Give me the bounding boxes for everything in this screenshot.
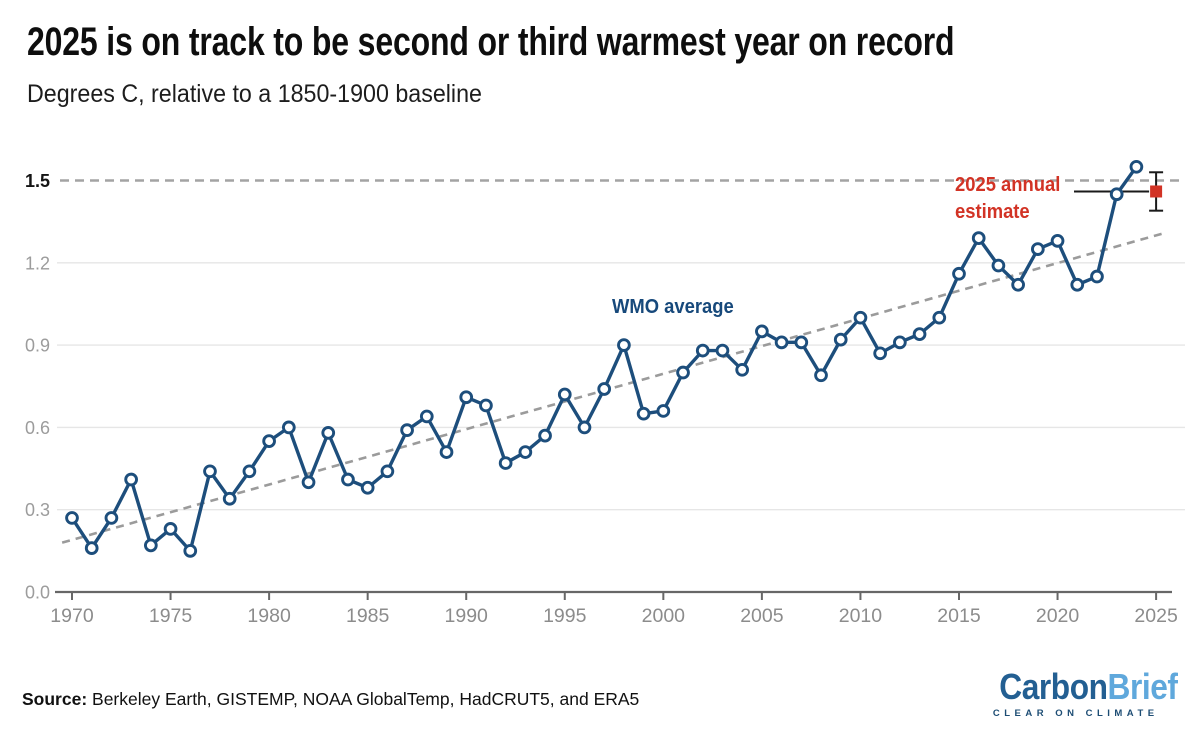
data-point-1982 <box>301 475 316 490</box>
data-point-1971 <box>84 541 99 555</box>
data-point-1993 <box>518 445 533 459</box>
data-point-1974 <box>143 538 158 553</box>
wmo-average-label: WMO average <box>612 296 734 318</box>
data-point-1992 <box>498 456 513 470</box>
data-point-2002 <box>695 343 710 358</box>
data-point-2000 <box>656 404 671 418</box>
temperature-line-chart: 1970 1975 1980 1985 1990 1995 2000 2005 2010 2015… <box>25 159 1185 627</box>
data-point-1973 <box>124 472 138 487</box>
data-point-2017 <box>991 258 1006 273</box>
chart-subtitle: Degrees C, relative to a 1850-1900 basel… <box>27 80 482 108</box>
data-point-1986 <box>380 464 395 479</box>
data-point-2005 <box>755 324 769 339</box>
data-point-2024 <box>1129 159 1144 174</box>
data-point-1978 <box>222 491 237 506</box>
data-point-1972 <box>104 511 119 525</box>
data-point-1999 <box>636 406 651 421</box>
data-point-2013 <box>912 327 927 341</box>
source-label: Source: <box>22 689 88 709</box>
data-point-2009 <box>833 332 848 347</box>
estimate-2025-label: 2025 annual estimate <box>955 174 1061 223</box>
y-tick-label: 0.3 <box>25 500 50 520</box>
data-point-2001 <box>676 365 690 380</box>
trend-line <box>61 231 1167 544</box>
source-text: Berkeley Earth, GISTEMP, NOAA GlobalTemp… <box>87 689 640 709</box>
data-point-2007 <box>794 335 809 350</box>
data-point-1977 <box>203 464 217 479</box>
y-tick-label: 0.9 <box>25 336 50 356</box>
chart-title: 2025 is on track to be second or third w… <box>27 20 955 64</box>
data-point-2022 <box>1090 269 1104 284</box>
data-point-2010 <box>853 310 868 325</box>
data-point-1983 <box>321 426 336 440</box>
x-tick-label: 1990 <box>445 605 489 627</box>
logo-brief: Brief <box>1108 666 1178 707</box>
carbonbrief-logo: CarbonBrief CLEAR ON CLIMATE <box>975 666 1179 720</box>
data-point-2023 <box>1109 187 1124 202</box>
y-tick-label: 0.6 <box>25 418 50 438</box>
data-point-1994 <box>538 428 552 443</box>
y-tick-label: 1.5 <box>25 171 50 191</box>
logo-tagline: CLEAR ON CLIMATE <box>992 708 1159 719</box>
data-point-2019 <box>1030 242 1045 256</box>
y-tick-label: 1.2 <box>25 253 50 273</box>
data-point-2006 <box>774 335 789 350</box>
x-tick-label: 2020 <box>1036 605 1080 627</box>
data-point-2020 <box>1050 234 1065 248</box>
x-tick-label: 2005 <box>740 605 784 627</box>
estimate-2025-marker <box>1150 185 1163 198</box>
data-point-1980 <box>262 434 276 448</box>
y-tick-label: 0.0 <box>25 583 50 603</box>
x-tick-label: 1970 <box>50 605 94 627</box>
data-point-1985 <box>360 480 375 495</box>
data-point-1991 <box>479 398 493 413</box>
data-point-1984 <box>341 472 355 487</box>
data-point-2015 <box>952 266 966 281</box>
data-point-1997 <box>597 382 612 396</box>
data-point-1970 <box>65 511 79 525</box>
data-point-2004 <box>735 362 750 377</box>
data-point-1998 <box>617 338 631 352</box>
data-point-1996 <box>577 420 592 435</box>
source-line: Source: Berkeley Earth, GISTEMP, NOAA Gl… <box>22 689 639 710</box>
logo-wordmark: CarbonBrief <box>999 666 1179 707</box>
x-tick-label: 1980 <box>247 605 291 627</box>
x-tick-label: 2025 <box>1134 605 1178 627</box>
data-point-1989 <box>439 445 454 459</box>
data-point-1979 <box>242 464 257 479</box>
data-point-1981 <box>281 420 296 435</box>
x-tick-label: 2015 <box>937 605 981 627</box>
x-tick-label: 2000 <box>642 605 686 627</box>
data-point-2012 <box>893 335 907 350</box>
data-point-2011 <box>873 346 888 361</box>
data-point-1988 <box>419 409 434 424</box>
logo-carbon: Carbon <box>999 666 1109 707</box>
data-point-2018 <box>1011 277 1025 292</box>
data-point-2021 <box>1070 277 1085 292</box>
data-point-2003 <box>715 343 730 358</box>
data-point-1990 <box>459 390 474 405</box>
data-point-2014 <box>932 310 947 325</box>
x-tick-label: 1985 <box>346 605 390 627</box>
data-point-2008 <box>814 368 828 383</box>
data-point-1975 <box>163 522 178 536</box>
data-point-1976 <box>183 544 198 558</box>
x-tick-label: 2010 <box>839 605 883 627</box>
x-tick-label: 1975 <box>149 605 193 627</box>
x-tick-label: 1995 <box>543 605 587 627</box>
data-point-1987 <box>400 423 414 437</box>
data-point-1995 <box>557 387 572 402</box>
data-point-2016 <box>971 231 986 245</box>
